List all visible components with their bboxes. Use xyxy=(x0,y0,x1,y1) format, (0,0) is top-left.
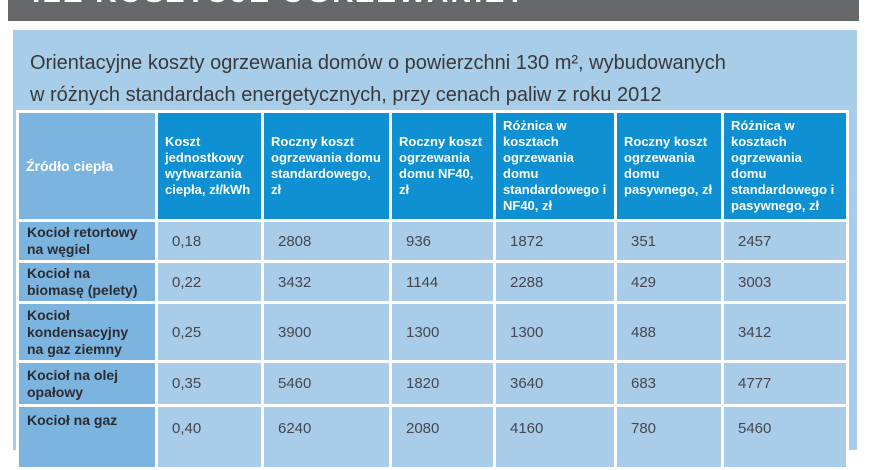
cell-value: 3900 xyxy=(264,304,389,360)
cell-value: 3003 xyxy=(724,263,846,301)
cell-value: 429 xyxy=(617,263,721,301)
cell-value: 936 xyxy=(392,222,493,260)
cell-value: 1300 xyxy=(392,304,493,360)
cell-value: 2288 xyxy=(496,263,614,301)
cell-value: 488 xyxy=(617,304,721,360)
subtitle-line-2: w różnych standardach energetycznych, pr… xyxy=(30,84,662,106)
column-header-diff-passive: Różnica w kosztach ogrzewania domu stand… xyxy=(724,113,846,219)
cell-value: 0,35 xyxy=(158,363,261,404)
cell-value: 0,22 xyxy=(158,263,261,301)
row-label: Kocioł kondensacyjny na gaz ziemny xyxy=(19,304,155,360)
column-header-passive-cost: Roczny koszt ogrzewania domu pasywnego, … xyxy=(617,113,721,219)
column-header-nf40-cost: Roczny koszt ogrzewania domu NF40, zł xyxy=(392,113,493,219)
cell-value: 1144 xyxy=(392,263,493,301)
column-header-diff-nf40: Różnica w kosztach ogrzewania domu stand… xyxy=(496,113,614,219)
cell-value: 4160 xyxy=(496,407,614,467)
cell-value: 0,40 xyxy=(158,407,261,467)
cell-value: 780 xyxy=(617,407,721,467)
cell-value: 2457 xyxy=(724,222,846,260)
page-title: ILE KOSZTUJE OGRZEWANIE? xyxy=(32,0,527,10)
cell-value: 3432 xyxy=(264,263,389,301)
cell-value: 1820 xyxy=(392,363,493,404)
row-label: Kocioł na olej opałowy xyxy=(19,363,155,404)
column-header-unit-cost: Koszt jednostkowy wytwarzania ciepła, zł… xyxy=(158,113,261,219)
cell-value: 1300 xyxy=(496,304,614,360)
cell-value: 351 xyxy=(617,222,721,260)
row-label: Kocioł retortowy na węgiel xyxy=(19,222,155,260)
row-label: Kocioł na biomasę (pelety) xyxy=(19,263,155,301)
cell-value: 0,25 xyxy=(158,304,261,360)
cell-value: 3640 xyxy=(496,363,614,404)
title-bar: ILE KOSZTUJE OGRZEWANIE? xyxy=(8,0,859,21)
row-label: Kocioł na gaz xyxy=(19,407,155,467)
cell-value: 6240 xyxy=(264,407,389,467)
cell-value: 2080 xyxy=(392,407,493,467)
cell-value: 5460 xyxy=(264,363,389,404)
cell-value: 3412 xyxy=(724,304,846,360)
cell-value: 5460 xyxy=(724,407,846,467)
table-subtitle: Orientacyjne koszty ogrzewania domów o p… xyxy=(30,47,845,111)
cell-value: 1872 xyxy=(496,222,614,260)
column-header-standard-cost: Roczny koszt ogrzewania domu standardowe… xyxy=(264,113,389,219)
heating-cost-table: Źródło ciepła Koszt jednostkowy wytwarza… xyxy=(16,110,849,470)
subtitle-line-1: Orientacyjne koszty ogrzewania domów o p… xyxy=(30,52,726,74)
column-header-source: Źródło ciepła xyxy=(19,113,155,219)
cell-value: 0,18 xyxy=(158,222,261,260)
cell-value: 683 xyxy=(617,363,721,404)
cell-value: 2808 xyxy=(264,222,389,260)
cell-value: 4777 xyxy=(724,363,846,404)
